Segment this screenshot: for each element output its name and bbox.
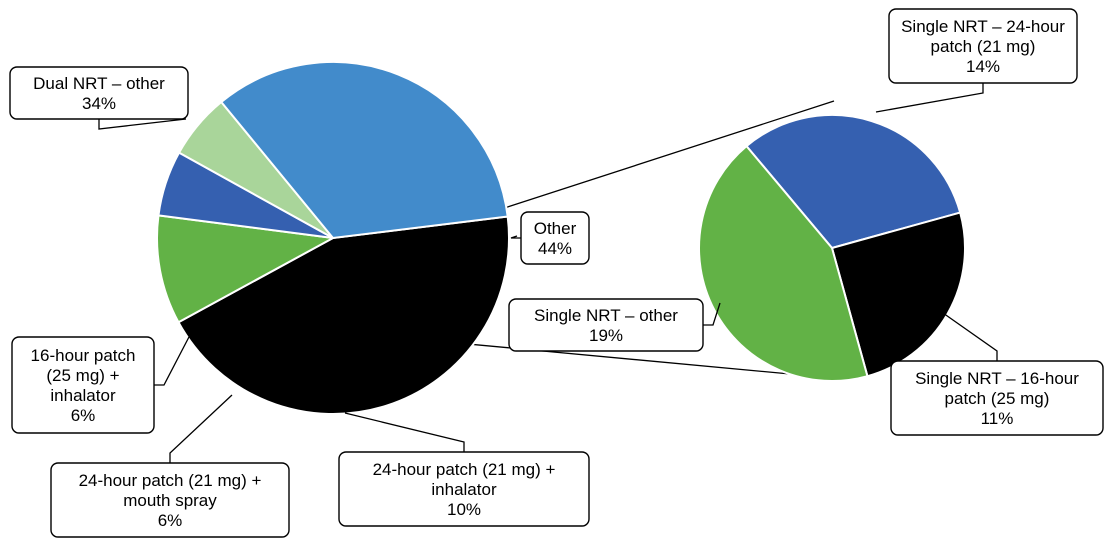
leader-line: [703, 302, 721, 326]
callout-box: [508, 298, 704, 352]
callout-percent: 19%: [589, 326, 623, 345]
breakout-pie: [698, 114, 966, 382]
leader-line: [510, 235, 521, 239]
leader-line: [942, 312, 998, 361]
callout-percent: 14%: [966, 57, 1000, 76]
callout-text: Single NRT – 24-hour: [901, 17, 1065, 36]
callout-box: [338, 451, 590, 527]
callout-text: Dual NRT – other: [33, 74, 165, 93]
breakout-slice-single-nrt-24-hour-patch-21-mg: [745, 114, 962, 250]
callout-percent: 44%: [538, 239, 572, 258]
leader-line: [98, 118, 187, 130]
leader-line: [875, 83, 984, 113]
callout-text: (25 mg) +: [46, 366, 119, 385]
callout-text: 24-hour patch (21 mg) +: [373, 460, 556, 479]
callout-percent: 11%: [981, 409, 1014, 428]
connector-line-top: [506, 100, 835, 209]
callout-text: Single NRT – 16-hour: [915, 369, 1079, 388]
callout-box: [11, 336, 155, 434]
main-slice-other: [177, 215, 511, 415]
main-pie: [156, 61, 511, 415]
callout-box: [9, 66, 189, 120]
callout-text: inhalator: [50, 386, 116, 405]
callout-text: inhalator: [431, 480, 497, 499]
callout-text: mouth spray: [123, 491, 217, 510]
callout-percent: 6%: [71, 406, 96, 425]
callout-text: Single NRT – other: [534, 306, 678, 325]
main-slice-24-hour-patch-21-mg-inhalator: [156, 214, 337, 324]
callout-box: [890, 360, 1104, 436]
callout-percent: 10%: [447, 500, 481, 519]
breakout-slice-single-nrt-other: [698, 144, 869, 382]
callout-text: Other: [534, 219, 577, 238]
callout-box: [520, 211, 590, 265]
callout-text: 24-hour patch (21 mg) +: [79, 471, 262, 490]
leader-line: [169, 394, 233, 463]
callout-percent: 34%: [82, 94, 116, 113]
callout-text: patch (21 mg): [931, 37, 1036, 56]
callout-text: 16-hour patch: [31, 346, 136, 365]
callout-box: [50, 462, 290, 538]
callout-percent: 6%: [158, 511, 183, 530]
breakout-slice-single-nrt-16-hour-patch-25-mg: [830, 211, 966, 378]
main-slice-dual-nrt-other: [219, 61, 509, 240]
callout-box: [888, 8, 1078, 84]
leader-line: [344, 412, 465, 452]
leader-line: [154, 334, 191, 386]
callout-text: patch (25 mg): [945, 389, 1050, 408]
